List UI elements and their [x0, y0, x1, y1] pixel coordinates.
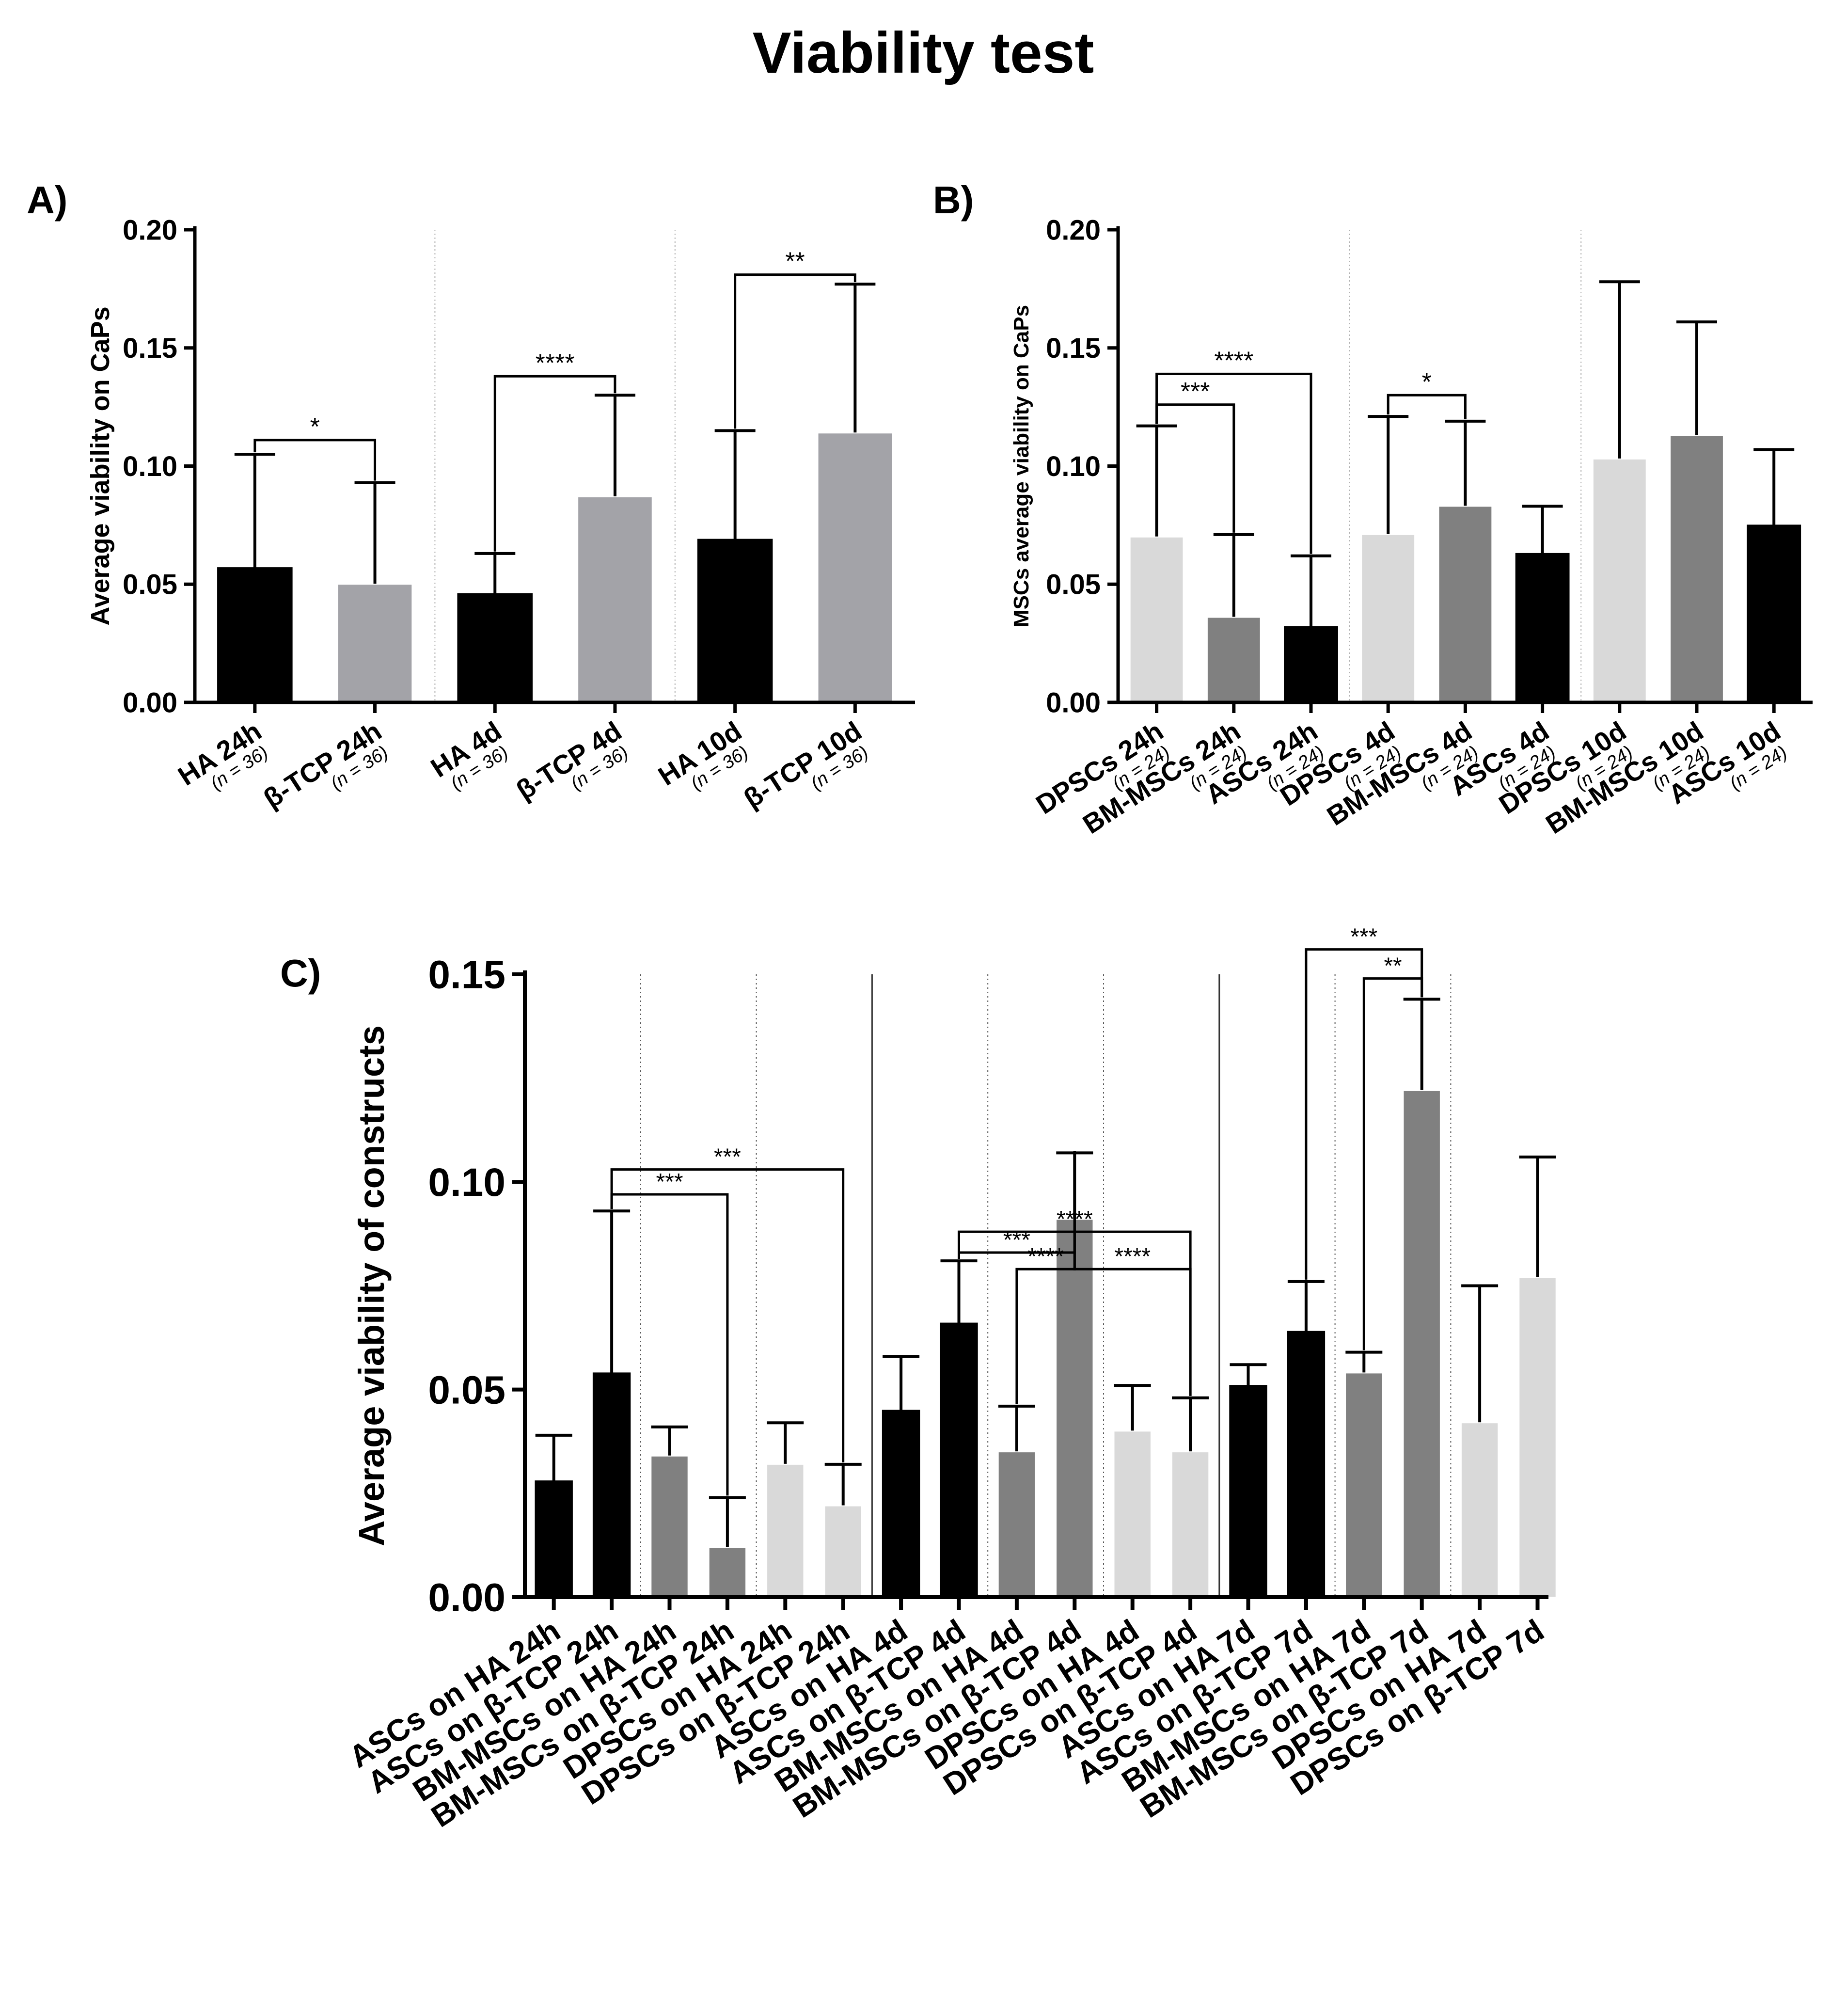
- significance-label: ***: [1350, 924, 1377, 950]
- bar: [1229, 1385, 1267, 1598]
- y-axis-title: MSCs average viability on CaPs: [1010, 305, 1033, 627]
- y-tick-label: 0.05: [123, 569, 177, 601]
- bar: [1345, 1372, 1383, 1598]
- y-tick-label: 0.20: [123, 214, 177, 246]
- bar: [697, 539, 773, 703]
- significance-label: ****: [1057, 1206, 1093, 1232]
- bar: [1206, 617, 1261, 703]
- bar: [577, 496, 653, 703]
- bar: [1171, 1451, 1210, 1598]
- significance-bracket: [1155, 403, 1235, 533]
- bar: [708, 1547, 747, 1598]
- significance-label: ****: [536, 349, 575, 377]
- y-tick-label: 0.00: [428, 1576, 505, 1620]
- bar: [1403, 1090, 1441, 1598]
- bar: [1460, 1422, 1499, 1598]
- y-axis-title: Average viability on CaPs: [86, 306, 115, 625]
- bar: [650, 1455, 689, 1598]
- bar: [457, 593, 533, 703]
- significance-label: ****: [1027, 1244, 1064, 1270]
- significance-bracket: [1155, 372, 1312, 554]
- significance-label: ***: [1181, 378, 1210, 406]
- panel-label: A): [27, 178, 67, 222]
- bar: [337, 584, 413, 703]
- bar: [1670, 435, 1724, 703]
- significance-label: **: [1384, 953, 1402, 979]
- significance-label: ***: [714, 1144, 741, 1170]
- y-tick-label: 0.05: [1046, 569, 1101, 601]
- bar: [1129, 536, 1184, 703]
- bar: [1113, 1430, 1152, 1598]
- y-tick-label: 0.10: [428, 1160, 505, 1205]
- bar: [824, 1505, 862, 1598]
- bar: [1361, 534, 1416, 703]
- bar: [882, 1410, 920, 1598]
- figure-title: Viability test: [753, 20, 1094, 85]
- significance-bracket: [734, 273, 856, 429]
- y-tick-label: 0.15: [123, 333, 177, 364]
- bar: [817, 432, 893, 703]
- bar: [1438, 506, 1493, 703]
- significance-label: *: [1422, 368, 1432, 396]
- bar: [1056, 1219, 1094, 1598]
- bar: [535, 1480, 573, 1598]
- bar: [1284, 626, 1338, 703]
- bar: [940, 1322, 978, 1598]
- significance-label: **: [785, 248, 805, 276]
- significance-bracket: [253, 439, 377, 481]
- significance-label: ***: [656, 1169, 683, 1195]
- panel-label: B): [933, 178, 974, 222]
- y-tick-label: 0.15: [1046, 333, 1101, 364]
- bar: [592, 1372, 631, 1598]
- bar: [217, 567, 293, 703]
- y-tick-label: 0.00: [1046, 687, 1101, 718]
- bar: [1287, 1331, 1326, 1598]
- y-tick-label: 0.10: [123, 451, 177, 482]
- y-tick-label: 0.20: [1046, 214, 1101, 246]
- y-tick-label: 0.05: [428, 1368, 505, 1412]
- significance-bracket: [1362, 977, 1423, 1350]
- y-tick-label: 0.00: [123, 687, 177, 718]
- y-axis-title: Average viability of constructs: [351, 1025, 392, 1546]
- bar: [766, 1463, 805, 1598]
- panel-label: C): [280, 952, 321, 995]
- y-tick-label: 0.15: [428, 953, 505, 997]
- significance-label: *: [310, 413, 320, 441]
- significance-bracket: [610, 1168, 845, 1462]
- bar: [1747, 524, 1801, 703]
- bar: [997, 1451, 1036, 1598]
- y-tick-label: 0.10: [1046, 451, 1101, 482]
- significance-label: ****: [1114, 1244, 1151, 1270]
- bar: [1515, 553, 1570, 703]
- significance-bracket: [958, 1230, 1192, 1396]
- significance-bracket: [1305, 948, 1423, 1280]
- bar: [1592, 458, 1647, 703]
- bar: [1518, 1277, 1557, 1598]
- significance-bracket: [493, 375, 616, 552]
- significance-bracket: [1387, 394, 1467, 419]
- significance-label: ****: [1214, 347, 1253, 375]
